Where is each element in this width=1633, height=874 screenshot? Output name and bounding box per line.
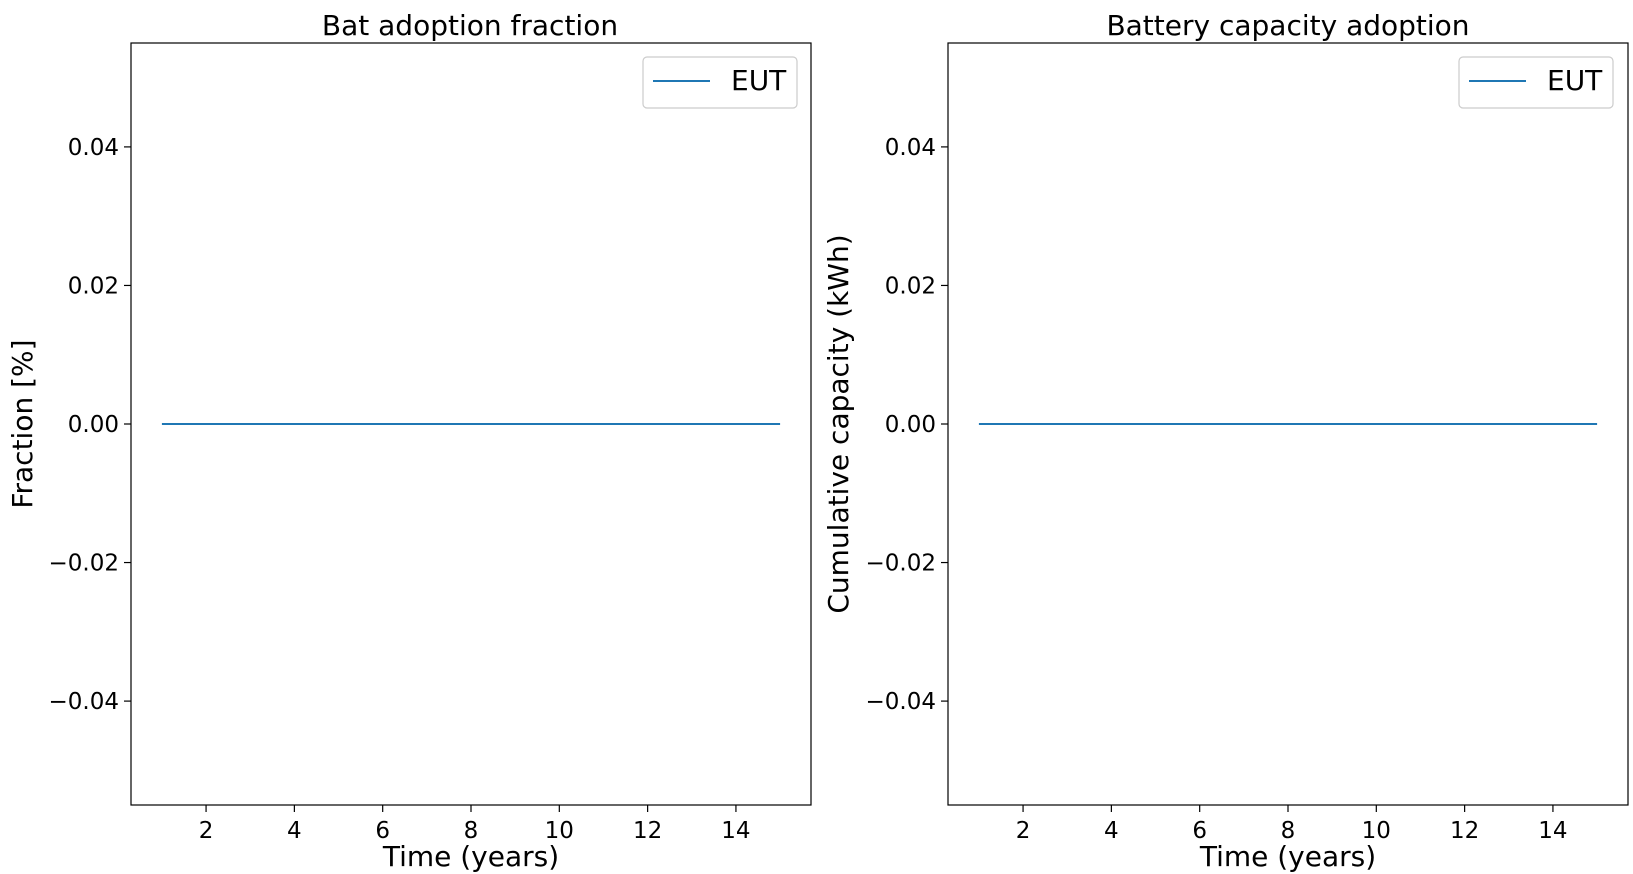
x-axis-ticks: 2 4 6 8 10 12 14 xyxy=(1016,805,1568,844)
x-tick-label: 2 xyxy=(199,818,214,844)
y-tick-label: 0.04 xyxy=(68,135,119,161)
x-tick-label: 10 xyxy=(1362,818,1391,844)
x-axis-label: Time (years) xyxy=(1199,840,1376,873)
legend-box xyxy=(1458,56,1614,109)
x-tick-label: 6 xyxy=(1192,818,1207,844)
y-axis-ticks: −0.04 −0.02 0.00 0.02 0.04 xyxy=(49,135,131,715)
x-tick-label: 14 xyxy=(1538,818,1567,844)
x-tick-label: 8 xyxy=(1281,818,1296,844)
chart-bat-adoption-fraction: Bat adoption fraction −0.04 −0.02 0.00 0.02… xyxy=(6,9,812,873)
x-axis-ticks: 2 4 6 8 10 12 14 xyxy=(199,805,751,844)
y-axis-ticks: −0.04 −0.02 0.00 0.02 0.04 xyxy=(866,135,948,715)
x-tick-label: 14 xyxy=(721,818,750,844)
y-tick-label: −0.04 xyxy=(866,689,936,715)
x-tick-label: 12 xyxy=(1450,818,1479,844)
legend-label-eut: EUT xyxy=(731,64,787,97)
x-tick-label: 12 xyxy=(633,818,662,844)
y-axis-label: Fraction [%] xyxy=(6,339,39,508)
x-tick-label: 8 xyxy=(464,818,479,844)
x-tick-label: 4 xyxy=(287,818,302,844)
y-tick-label: 0.00 xyxy=(68,412,119,438)
x-axis-label: Time (years) xyxy=(382,840,559,873)
y-tick-label: 0.00 xyxy=(885,412,936,438)
legend-label-eut: EUT xyxy=(1547,64,1603,97)
y-tick-label: 0.02 xyxy=(68,273,119,299)
x-tick-label: 2 xyxy=(1016,818,1031,844)
y-tick-label: −0.02 xyxy=(49,551,119,577)
y-tick-label: 0.04 xyxy=(885,135,936,161)
x-tick-label: 10 xyxy=(545,818,574,844)
legend: EUT xyxy=(1458,56,1614,109)
y-axis-label: Cumulative capacity (kWh) xyxy=(822,234,855,613)
chart-title: Battery capacity adoption xyxy=(1106,9,1469,42)
x-tick-label: 4 xyxy=(1104,818,1119,844)
legend-box xyxy=(642,56,798,109)
y-tick-label: −0.04 xyxy=(49,689,119,715)
x-tick-label: 6 xyxy=(375,818,390,844)
y-tick-label: −0.02 xyxy=(866,551,936,577)
y-tick-label: 0.02 xyxy=(885,273,936,299)
chart-title: Bat adoption fraction xyxy=(322,9,618,42)
legend: EUT xyxy=(642,56,798,109)
chart-battery-capacity-adoption: Battery capacity adoption −0.04 −0.02 0.00… xyxy=(822,9,1629,873)
